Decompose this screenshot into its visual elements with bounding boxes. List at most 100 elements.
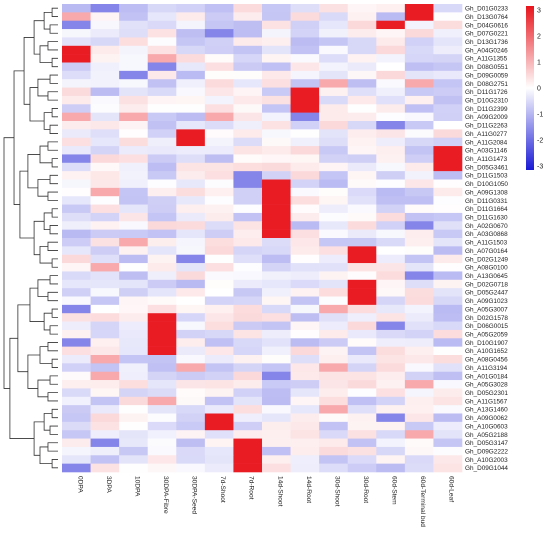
heatmap-cell <box>433 204 463 214</box>
heatmap-cell <box>404 196 434 205</box>
heatmap-cell <box>376 196 406 205</box>
heatmap-cell <box>376 338 406 347</box>
color-scale-tick-label: -2 <box>537 138 543 145</box>
heatmap-cell <box>433 87 463 97</box>
heatmap-cell <box>233 62 263 72</box>
heatmap-cell <box>90 430 120 439</box>
row-label: Gh_A10G0603 <box>465 423 508 430</box>
heatmap-cell <box>262 146 291 155</box>
heatmap-cell <box>233 221 263 230</box>
heatmap-cell <box>204 254 234 264</box>
heatmap-cell <box>204 229 234 239</box>
heatmap-cell <box>290 95 320 105</box>
heatmap-cell <box>262 37 291 47</box>
heatmap-cell <box>176 246 206 256</box>
heatmap-cell <box>290 329 320 339</box>
heatmap-cell <box>347 329 377 339</box>
heatmap-cell <box>433 413 463 423</box>
row-label: Gh_A08G0100 <box>465 265 508 272</box>
heatmap-cell <box>204 463 234 473</box>
heatmap-cell <box>62 70 91 80</box>
heatmap-cell <box>233 313 263 322</box>
heatmap-cell <box>404 430 434 439</box>
heatmap-cell <box>262 95 291 105</box>
heatmap-cell <box>204 37 234 47</box>
row-label: Gh_D11G2263 <box>465 123 508 130</box>
heatmap-cell <box>119 212 149 222</box>
heatmap-cell <box>90 87 120 97</box>
row-label: Gh_D13G0764 <box>465 14 508 21</box>
heatmap-cell <box>233 12 263 22</box>
heatmap-cell <box>290 146 320 155</box>
heatmap-cell <box>376 221 406 230</box>
heatmap-cell <box>347 146 377 155</box>
heatmap-cell <box>204 179 234 189</box>
heatmap-cell <box>176 12 206 22</box>
heatmap-cell <box>147 254 177 264</box>
heatmap-cell <box>262 137 291 147</box>
heatmap-cell <box>176 338 206 347</box>
heatmap-cell <box>433 54 463 63</box>
heatmap-cell <box>404 112 434 122</box>
heatmap-cell <box>262 129 291 139</box>
heatmap-cell <box>90 246 120 256</box>
heatmap-cell <box>319 263 349 272</box>
dendrogram-branch <box>49 225 58 235</box>
heatmap-cell <box>347 87 377 97</box>
heatmap-cell <box>90 79 120 88</box>
heatmap-cell <box>290 4 320 13</box>
heatmap-cell <box>433 104 463 113</box>
heatmap-cell <box>433 355 463 364</box>
heatmap-cell <box>147 95 177 105</box>
heatmap-cell <box>204 363 234 373</box>
heatmap-cell <box>233 137 263 147</box>
row-label: Gh_D11G0331 <box>465 198 508 205</box>
heatmap-cell <box>433 121 463 130</box>
heatmap-cell <box>204 246 234 256</box>
heatmap-cell <box>290 438 320 448</box>
heatmap-cell <box>204 296 234 306</box>
dendrogram-branch <box>47 91 58 101</box>
heatmap-cell <box>176 87 206 97</box>
row-label: Gh_A08G0456 <box>465 357 508 364</box>
heatmap-cell <box>433 338 463 347</box>
heatmap-cell <box>290 20 320 30</box>
heatmap-cell <box>433 296 463 306</box>
heatmap-cell <box>347 421 377 431</box>
heatmap-cell <box>90 413 120 423</box>
heatmap-cell <box>404 87 434 97</box>
dendrogram-branch <box>39 446 53 465</box>
heatmap-cell <box>376 254 406 264</box>
heatmap-cell <box>262 12 291 22</box>
heatmap-cell <box>204 154 234 164</box>
color-scale-tick-label: -1 <box>537 112 543 119</box>
heatmap-cell <box>376 70 406 80</box>
heatmap-cell <box>147 413 177 423</box>
heatmap-cell <box>319 171 349 180</box>
heatmap-cell <box>290 62 320 72</box>
heatmap-cell <box>233 171 263 180</box>
heatmap-cell <box>90 380 120 389</box>
heatmap-cell <box>90 271 120 281</box>
heatmap-cell <box>376 112 406 122</box>
heatmap-cell <box>62 162 91 172</box>
heatmap-cell <box>347 446 377 456</box>
heatmap-cell <box>319 446 349 456</box>
heatmap-cell <box>376 271 406 281</box>
heatmap-cell <box>262 246 291 256</box>
heatmap-cell <box>119 179 149 189</box>
heatmap-cell <box>119 380 149 389</box>
heatmap-cell <box>433 238 463 247</box>
heatmap-cell <box>147 405 177 414</box>
dendrogram-branch <box>37 279 51 297</box>
heatmap-cell <box>90 221 120 230</box>
heatmap-cell <box>90 62 120 72</box>
heatmap-cell <box>404 246 434 256</box>
row-label: Gh_D04G0616 <box>465 22 508 29</box>
heatmap-cell <box>233 179 263 189</box>
heatmap-cell <box>90 254 120 264</box>
heatmap-cell <box>319 363 349 373</box>
heatmap-cell <box>233 37 263 47</box>
heatmap-cell <box>347 313 377 322</box>
heatmap-cell <box>62 329 91 339</box>
